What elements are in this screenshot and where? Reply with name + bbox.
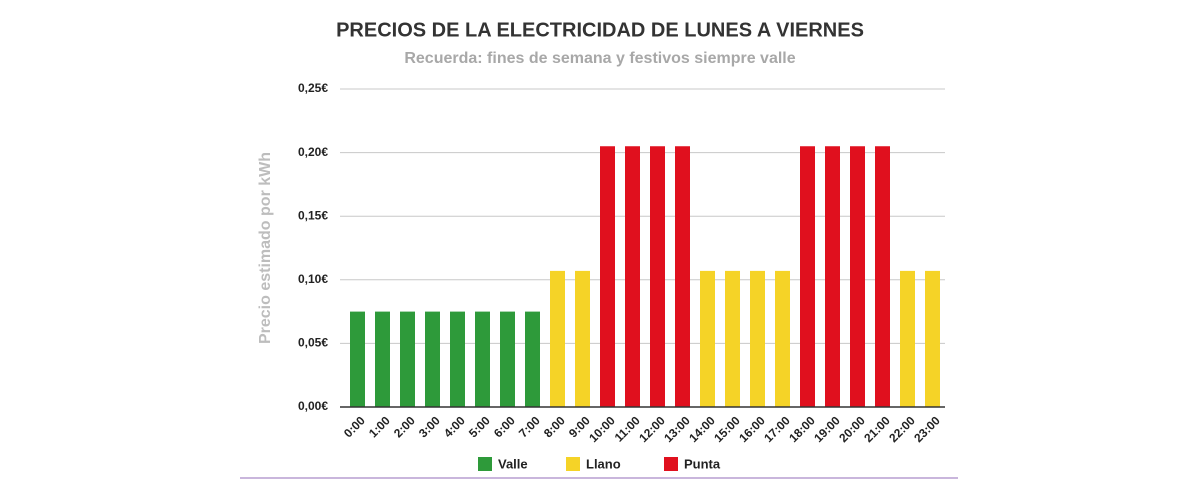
bar [875,146,890,408]
bar [375,311,390,407]
bar [550,270,565,407]
x-tick-label: 0:00 [341,413,368,440]
x-tick-label: 21:00 [861,413,893,445]
x-tick-label: 16:00 [736,413,768,445]
x-tick-label: 15:00 [711,413,743,445]
y-tick-label: 0,00€ [298,399,328,413]
x-tick-label: 4:00 [441,413,468,440]
bar [800,146,815,408]
bar [400,311,415,407]
x-tick-label: 10:00 [586,413,618,445]
x-tick-label: 8:00 [541,413,568,440]
x-tick-label: 7:00 [516,413,543,440]
bar [775,270,790,407]
x-tick-label: 12:00 [636,413,668,445]
x-tick-label: 11:00 [612,413,643,444]
bar [725,270,740,407]
bar [450,311,465,407]
bar [850,146,865,408]
legend-swatch [664,457,678,471]
bar [600,146,615,408]
chart-subtitle: Recuerda: fines de semana y festivos sie… [404,50,795,67]
y-axis-label: Precio estimado por kWh [257,152,274,344]
x-tick-label: 13:00 [661,413,693,445]
bar [350,311,365,407]
y-tick-label: 0,20€ [298,145,328,159]
bar [475,311,490,407]
legend-label: Llano [586,456,621,471]
y-tick-label: 0,10€ [298,272,328,286]
bar [575,270,590,407]
bar [500,311,515,407]
chart-title: PRECIOS DE LA ELECTRICIDAD DE LUNES A VI… [336,19,864,41]
x-tick-label: 6:00 [491,413,518,440]
bar [750,270,765,407]
bar [625,146,640,408]
x-tick-label: 18:00 [786,413,818,445]
bar [675,146,690,408]
x-tick-label: 19:00 [811,413,843,445]
x-tick-label: 3:00 [416,413,443,440]
legend-label: Valle [498,456,528,471]
bar [650,146,665,408]
legend-label: Punta [684,456,721,471]
x-tick-label: 22:00 [886,413,918,445]
bar [825,146,840,408]
x-tick-label: 20:00 [836,413,868,445]
y-tick-label: 0,15€ [298,208,328,222]
x-tick-label: 5:00 [466,413,493,440]
bar [525,311,540,407]
y-tick-label: 0,25€ [298,81,328,95]
bar [925,270,940,407]
y-tick-label: 0,05€ [298,336,328,350]
bar [900,270,915,407]
legend-swatch [566,457,580,471]
x-tick-label: 14:00 [686,413,718,445]
bar [700,270,715,407]
x-tick-label: 23:00 [911,413,943,445]
bar [425,311,440,407]
x-tick-label: 1:00 [366,413,393,440]
legend-swatch [478,457,492,471]
x-tick-label: 17:00 [761,413,793,445]
x-tick-label: 2:00 [391,413,418,440]
